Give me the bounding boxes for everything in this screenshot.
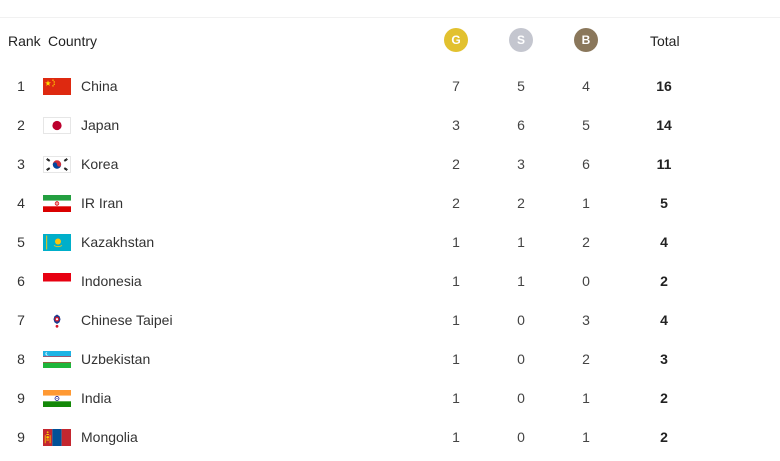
iran-flag-icon — [43, 195, 71, 212]
country-name[interactable]: Japan — [81, 116, 120, 133]
bronze-count: 4 — [582, 77, 590, 94]
kazakhstan-flag-icon — [43, 234, 71, 251]
silver-count: 5 — [517, 77, 525, 94]
gold-count: 1 — [452, 350, 460, 367]
total-count: 16 — [656, 77, 672, 94]
gold-count: 1 — [452, 311, 460, 328]
rank-cell: 8 — [17, 350, 25, 367]
silver-count: 0 — [517, 311, 525, 328]
gold-count: 1 — [452, 389, 460, 406]
silver-count: 0 — [517, 389, 525, 406]
rank-cell: 2 — [17, 116, 25, 133]
total-count: 4 — [660, 311, 668, 328]
table-row[interactable]: 6 Indonesia 1 1 0 2 — [0, 261, 780, 300]
bronze-count: 1 — [582, 428, 590, 445]
table-row[interactable]: 1 China 7 5 4 16 — [0, 66, 780, 105]
gold-medal-icon[interactable]: G — [444, 28, 468, 52]
bronze-count: 3 — [582, 311, 590, 328]
total-count: 5 — [660, 194, 668, 211]
rank-cell: 1 — [17, 77, 25, 94]
gold-count: 1 — [452, 272, 460, 289]
total-count: 14 — [656, 116, 672, 133]
country-name[interactable]: Korea — [81, 155, 119, 172]
rank-cell: 3 — [17, 155, 25, 172]
top-divider — [0, 17, 780, 18]
rank-cell: 4 — [17, 194, 25, 211]
table-row[interactable]: 3 Korea 2 3 6 11 — [0, 144, 780, 183]
gold-count: 2 — [452, 155, 460, 172]
bronze-count: 1 — [582, 194, 590, 211]
gold-count: 1 — [452, 233, 460, 250]
country-name[interactable]: Kazakhstan — [81, 233, 155, 250]
gold-count: 7 — [452, 77, 460, 94]
country-name[interactable]: Indonesia — [81, 272, 142, 289]
total-count: 3 — [660, 350, 668, 367]
chinese-taipei-flag-icon — [43, 312, 71, 329]
total-count: 2 — [660, 272, 668, 289]
bronze-count: 5 — [582, 116, 590, 133]
country-name[interactable]: Mongolia — [81, 428, 138, 445]
china-flag-icon — [43, 78, 71, 95]
table-header: Rank Country G S B Total — [0, 18, 780, 63]
indonesia-flag-icon — [43, 273, 71, 290]
bronze-medal-icon[interactable]: B — [574, 28, 598, 52]
table-row[interactable]: 9 India 1 0 1 2 — [0, 378, 780, 417]
country-name[interactable]: Uzbekistan — [81, 350, 151, 367]
gold-count: 2 — [452, 194, 460, 211]
korea-flag-icon — [43, 156, 71, 173]
bronze-count: 0 — [582, 272, 590, 289]
gold-count: 3 — [452, 116, 460, 133]
country-column-header[interactable]: Country — [48, 32, 98, 49]
table-row[interactable]: 8 Uzbekistan 1 0 2 3 — [0, 339, 780, 378]
rank-cell: 9 — [17, 428, 25, 445]
gold-count: 1 — [452, 428, 460, 445]
table-row[interactable]: 7 Chinese Taipei 1 0 3 4 — [0, 300, 780, 339]
silver-count: 0 — [517, 350, 525, 367]
rank-cell: 6 — [17, 272, 25, 289]
silver-count: 1 — [517, 233, 525, 250]
bronze-count: 6 — [582, 155, 590, 172]
table-row[interactable]: 9 Mongolia 1 0 1 2 — [0, 417, 780, 456]
japan-flag-icon — [43, 117, 71, 134]
total-count: 2 — [660, 389, 668, 406]
rank-cell: 7 — [17, 311, 25, 328]
silver-count: 6 — [517, 116, 525, 133]
bronze-count: 1 — [582, 389, 590, 406]
rank-cell: 5 — [17, 233, 25, 250]
bronze-count: 2 — [582, 350, 590, 367]
rank-column-header[interactable]: Rank — [8, 32, 41, 49]
silver-count: 3 — [517, 155, 525, 172]
silver-count: 0 — [517, 428, 525, 445]
india-flag-icon — [43, 390, 71, 407]
total-count: 4 — [660, 233, 668, 250]
rank-cell: 9 — [17, 389, 25, 406]
mongolia-flag-icon — [43, 429, 71, 446]
silver-count: 2 — [517, 194, 525, 211]
uzbekistan-flag-icon — [43, 351, 71, 368]
silver-count: 1 — [517, 272, 525, 289]
total-count: 2 — [660, 428, 668, 445]
country-name[interactable]: India — [81, 389, 112, 406]
country-name[interactable]: China — [81, 77, 118, 94]
table-row[interactable]: 2 Japan 3 6 5 14 — [0, 105, 780, 144]
bronze-count: 2 — [582, 233, 590, 250]
country-name[interactable]: Chinese Taipei — [81, 311, 173, 328]
silver-medal-icon[interactable]: S — [509, 28, 533, 52]
table-row[interactable]: 4 IR Iran 2 2 1 5 — [0, 183, 780, 222]
total-count: 11 — [656, 155, 672, 172]
table-row[interactable]: 5 Kazakhstan 1 1 2 4 — [0, 222, 780, 261]
country-name[interactable]: IR Iran — [81, 194, 124, 211]
total-column-header[interactable]: Total — [650, 32, 680, 49]
